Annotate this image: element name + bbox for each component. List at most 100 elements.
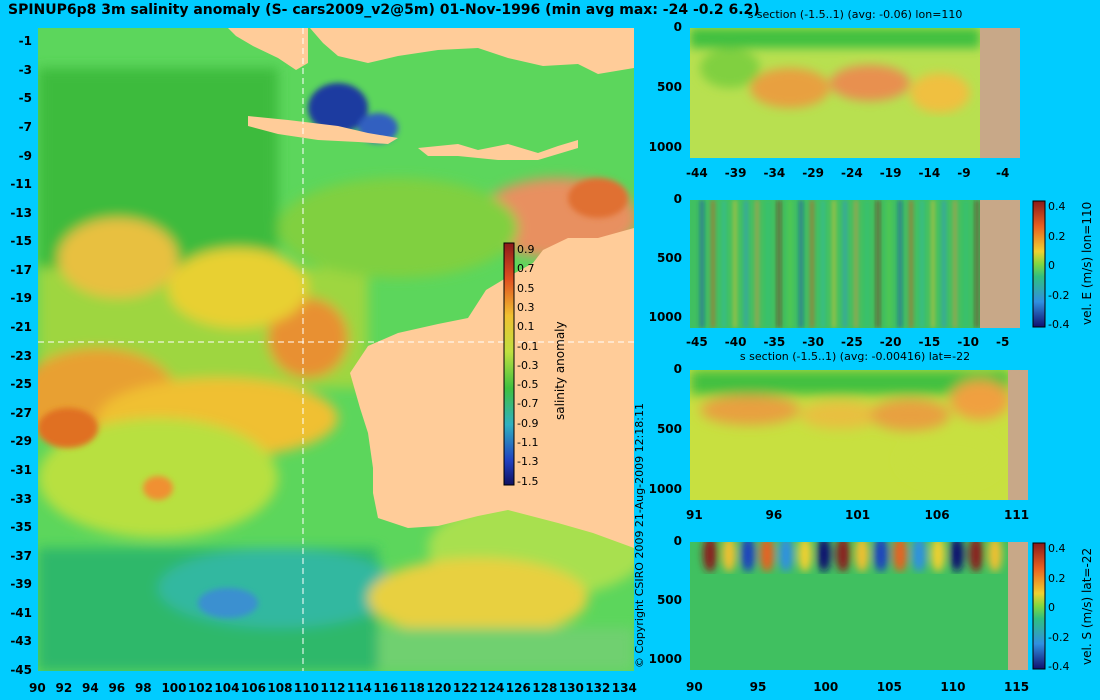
map-x-tick: 106 [240, 681, 266, 695]
map-y-tick: -5 [18, 91, 32, 106]
map-y-tick: -41 [10, 605, 32, 620]
map-x-tick: 120 [426, 681, 452, 695]
panel2-velocity-band [876, 200, 880, 328]
panel2-x-tick: -40 [724, 335, 747, 349]
panel1-x-tick: -9 [957, 166, 971, 180]
panel2-velocity-band [810, 200, 814, 328]
map-x-tick: 100 [161, 681, 187, 695]
map-colorbar [503, 242, 515, 486]
panel3-plot[interactable] [690, 370, 1028, 500]
panel2-land [980, 200, 1020, 328]
panel4-velocity-core [703, 542, 717, 572]
panel2-colorbar-tick: 0.2 [1048, 229, 1066, 243]
panel2-x-tick: -45 [686, 335, 708, 349]
panel4-colorbar-tick: 0 [1048, 601, 1055, 614]
panel2-velocity-band [865, 200, 869, 328]
panel2-plot[interactable] [690, 200, 980, 328]
panel1-x-tick: -39 [724, 166, 747, 180]
panel2-velocity-band [953, 200, 957, 328]
panel2-velocity-band [755, 200, 759, 328]
panel4-plot[interactable] [690, 542, 1028, 670]
panel3-x-tick: 106 [924, 508, 950, 522]
map-colorbar-tick: -1.3 [517, 455, 539, 469]
panel4-colorbar-tick: -0.2 [1048, 630, 1070, 644]
panel2-velocity-band [898, 200, 902, 328]
map-y-tick: -7 [18, 120, 32, 135]
map-colorbar-tick: 0.7 [517, 262, 535, 276]
map-x-tick: 116 [373, 681, 399, 695]
panel4-colorbar-label: vel. S (m/s) lat=-22 [1080, 547, 1094, 665]
map-x-tick: 114 [346, 681, 372, 695]
panel2-x-tick: -30 [802, 335, 824, 349]
panel4-velocity-core [950, 542, 964, 572]
map-colorbar-tick: -0.3 [517, 358, 539, 372]
panel1-x-tick: -29 [802, 166, 824, 180]
panel1-x-tick: -14 [918, 166, 941, 180]
panel2-velocity-band [788, 200, 792, 328]
map-y-tick: -27 [10, 405, 32, 420]
map-x-tick: 130 [558, 681, 584, 695]
panel2-x-tick: -35 [763, 335, 786, 349]
panel4-x-tick: 90 [686, 680, 703, 694]
map-x-tick: 96 [108, 681, 126, 695]
panel2-colorbar-label: vel. E (m/s) lon=110 [1080, 201, 1094, 325]
panel2-colorbar-tick: 0.4 [1048, 200, 1066, 213]
chart-title: SPINUP6p8 3m salinity anomaly (S- cars20… [8, 2, 760, 18]
panel2-colorbar-tick: 0 [1048, 259, 1055, 272]
panel2-velocity-band [700, 200, 704, 328]
map-colorbar-label: salinity anomaly [553, 321, 567, 420]
map-colorbar-tick: 0.3 [517, 300, 535, 314]
map-colorbar-tick: 0.5 [517, 281, 535, 295]
map-y-tick: -25 [10, 377, 32, 392]
panel3-y-tick: 0 [673, 362, 682, 376]
panel2-y-tick: 1000 [648, 310, 682, 324]
panel1-land [980, 28, 1020, 158]
panel2-velocity-band [942, 200, 946, 328]
land-australia [350, 228, 634, 548]
map-plot[interactable] [38, 28, 634, 671]
panel2-velocity-band [887, 200, 891, 328]
map-x-tick: 112 [320, 681, 346, 695]
map-colorbar-tick: -0.1 [517, 339, 539, 353]
panel3-y-tick: 1000 [648, 482, 682, 496]
panel3-x-tick: 111 [1004, 508, 1030, 522]
panel2-velocity-band [931, 200, 935, 328]
panel4-velocity-core [969, 542, 983, 572]
land-sumatra [228, 28, 308, 70]
panel2-velocity-band [744, 200, 748, 328]
panel1-plot[interactable] [690, 28, 1020, 158]
panel4-y-axis: 0 500 1000 [640, 534, 684, 670]
map-y-tick: -21 [10, 320, 32, 335]
panel3-title: s section (-1.5..1) (avg: -0.00416) lat=… [739, 350, 971, 363]
panel4-velocity-core [912, 542, 926, 572]
map-y-tick: -33 [10, 491, 32, 506]
map-y-tick: -29 [10, 434, 32, 449]
panel1-y-axis: 0 500 1000 [640, 20, 684, 158]
panel2-colorbar [1032, 200, 1046, 328]
panel4-velocity-core [741, 542, 755, 572]
panel3-x-tick: 91 [686, 508, 703, 522]
map-y-tick: -31 [10, 462, 32, 477]
panel2-velocity-band [722, 200, 726, 328]
panel4-velocity-core [855, 542, 869, 572]
panel4-velocity-core [988, 542, 1002, 572]
panel4-velocity-core [798, 542, 812, 572]
panel2-velocity-band [832, 200, 836, 328]
map-x-tick: 132 [585, 681, 611, 695]
map-x-tick: 122 [452, 681, 478, 695]
panel2-colorbar-tick: -0.2 [1048, 288, 1070, 302]
panel4-velocity-core [760, 542, 774, 572]
land-islands [418, 140, 578, 160]
map-x-tick: 124 [479, 681, 505, 695]
map-x-tick: 102 [187, 681, 213, 695]
panel4-x-tick: 105 [876, 680, 902, 694]
map-y-tick: -35 [10, 520, 32, 535]
map-y-tick: -11 [10, 177, 32, 192]
panel2-velocity-band [909, 200, 913, 328]
panel4-colorbar-tick: -0.4 [1048, 660, 1070, 673]
panel2-y-tick: 500 [656, 251, 682, 265]
panel1-y-tick: 500 [656, 80, 682, 94]
panel1-title: s section (-1.5..1) (avg: -0.06) lon=110 [747, 8, 963, 21]
map-colorbar-tick: 0.9 [517, 243, 535, 256]
map-colorbar-tick: -1.1 [517, 436, 539, 449]
